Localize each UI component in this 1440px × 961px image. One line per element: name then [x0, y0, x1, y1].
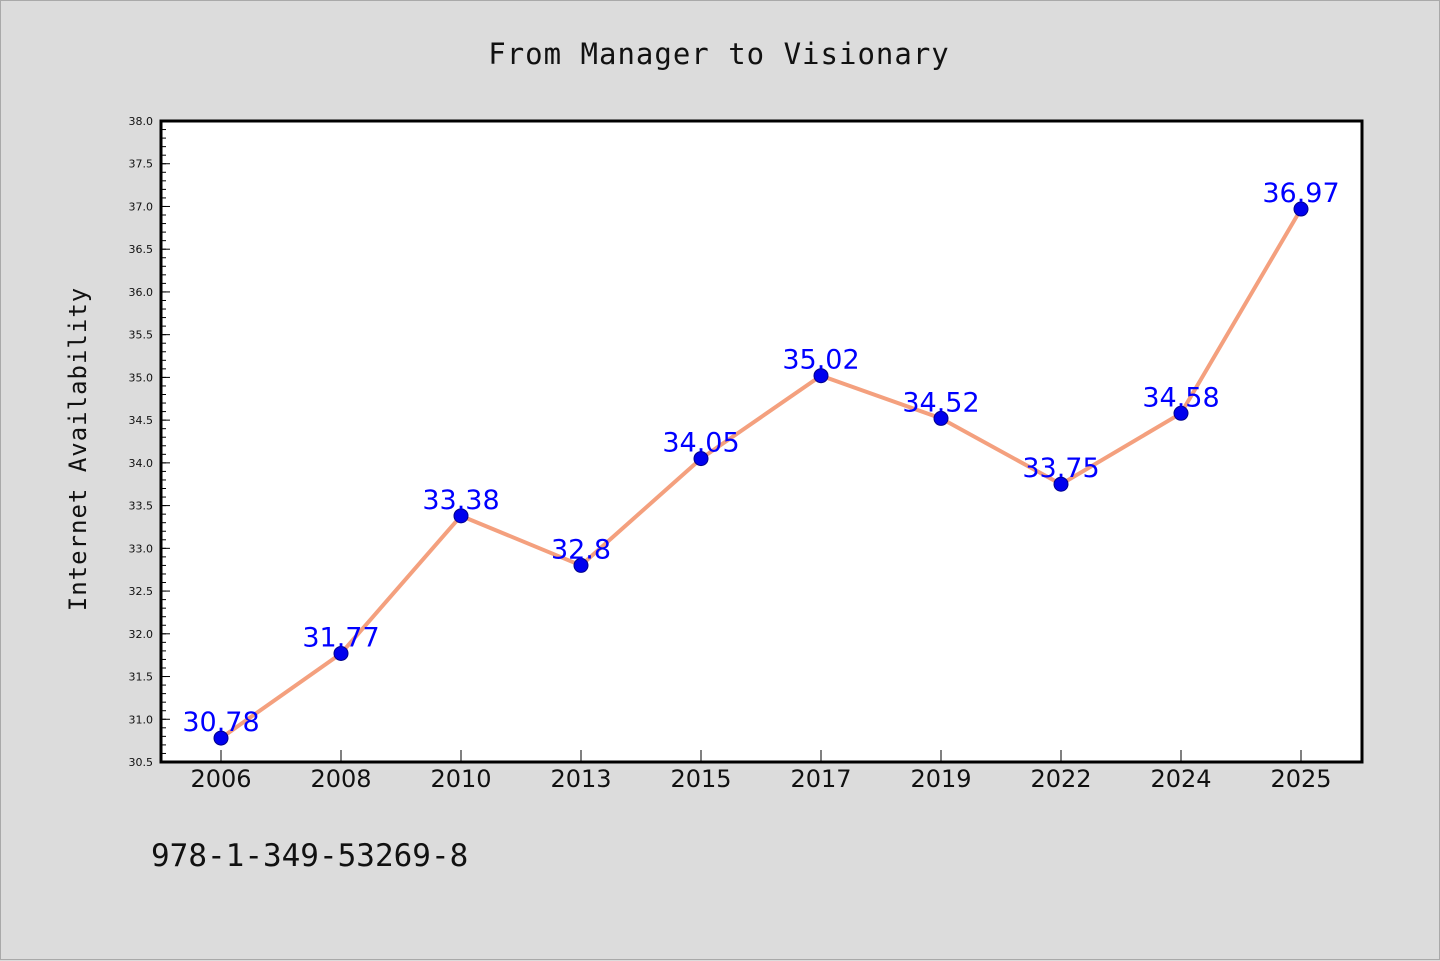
y-tick-label: 38.0	[129, 115, 154, 128]
x-tick-label: 2010	[430, 765, 491, 793]
data-point	[693, 451, 709, 467]
x-tick-label: 2019	[910, 765, 971, 793]
y-tick-label: 37.5	[129, 158, 154, 171]
y-tick-label: 36.5	[129, 243, 154, 256]
data-point	[813, 368, 829, 384]
data-label: 30.78	[182, 707, 259, 738]
series-layer: 30.78 31.77 33.38 32.8 34.05 35.02 34.52 33.75 3…	[182, 178, 1340, 746]
x-tick-label: 2017	[790, 765, 851, 793]
data-label: 33.38	[422, 485, 499, 516]
y-tick-label: 32.5	[129, 585, 154, 598]
data-label: 35.02	[782, 345, 859, 376]
data-point	[1173, 405, 1189, 421]
y-axis: 30.5 31.0 31.5 32.0 32.5 33.0 33.5 34.0 34.5 35.0…	[129, 115, 170, 769]
footnote-isbn: 978-1-349-53269-8	[151, 838, 468, 874]
plot-frame	[159, 119, 1364, 764]
data-label: 34.52	[902, 387, 979, 418]
y-tick-label: 35.5	[129, 329, 154, 342]
y-tick-label: 32.0	[129, 628, 154, 641]
data-point	[453, 508, 469, 524]
y-tick-label: 30.5	[129, 756, 154, 769]
data-point	[213, 730, 229, 746]
data-point	[333, 645, 349, 661]
x-tick-label: 2006	[190, 765, 251, 793]
data-label: 31.77	[302, 622, 379, 653]
x-tick-label: 2022	[1030, 765, 1091, 793]
data-point	[1293, 201, 1309, 217]
series-line	[219, 207, 1303, 741]
data-label: 33.75	[1022, 453, 1099, 484]
y-tick-label: 33.5	[129, 500, 154, 513]
y-tick-label: 34.5	[129, 414, 154, 427]
data-label: 36.97	[1262, 178, 1339, 209]
y-tick-label: 37.0	[129, 200, 154, 213]
data-point	[933, 410, 949, 426]
y-tick-label: 34.0	[129, 457, 154, 470]
x-tick-label: 2008	[310, 765, 371, 793]
y-axis-label: Internet Availability	[64, 287, 92, 611]
y-tick-label: 33.0	[129, 542, 154, 555]
y-tick-label: 35.0	[129, 371, 154, 384]
x-tick-label: 2025	[1270, 765, 1331, 793]
x-axis: 2006 2008 2010 2013 2015 2017 2019 2022 2024 2025	[190, 750, 1332, 793]
y-tick-label: 36.0	[129, 286, 154, 299]
x-tick-label: 2024	[1150, 765, 1211, 793]
plot-area	[161, 121, 1362, 762]
chart-title: From Manager to Visionary	[488, 37, 950, 71]
y-tick-label: 31.5	[129, 671, 154, 684]
x-tick-label: 2015	[670, 765, 731, 793]
data-point	[1053, 476, 1069, 492]
y-tick-label: 31.0	[129, 713, 154, 726]
data-label: 34.58	[1142, 382, 1219, 413]
data-point	[573, 557, 589, 573]
data-label: 34.05	[662, 428, 739, 459]
data-label: 32.8	[551, 534, 611, 565]
x-tick-label: 2013	[550, 765, 611, 793]
